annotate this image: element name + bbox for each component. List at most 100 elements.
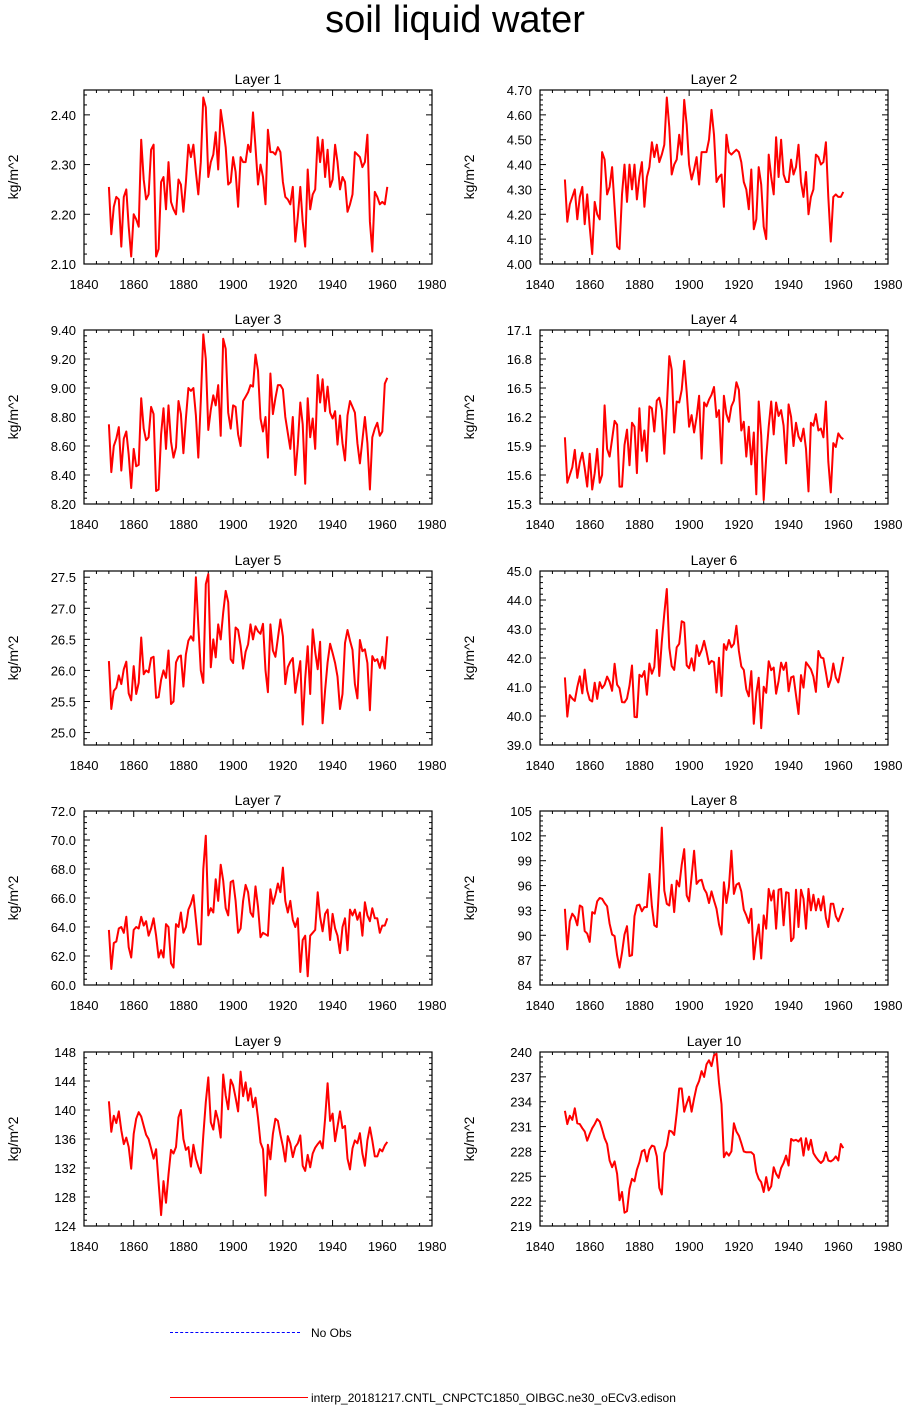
y-tick-label: 4.30 xyxy=(507,182,532,197)
y-tick-label: 8.20 xyxy=(51,497,76,512)
chart-title: Layer 9 xyxy=(235,1033,282,1049)
x-tick-label: 1980 xyxy=(874,517,903,532)
plot-frame xyxy=(539,1051,889,1227)
chart-title: Layer 6 xyxy=(691,552,738,568)
y-tick-label: 231 xyxy=(510,1120,532,1135)
x-tick-label: 1900 xyxy=(219,517,248,532)
y-axis-label: kg/m^2 xyxy=(5,635,21,680)
y-tick-label: 9.00 xyxy=(51,381,76,396)
x-tick-label: 1920 xyxy=(268,758,297,773)
y-tick-label: 42.0 xyxy=(507,651,532,666)
x-tick-label: 1960 xyxy=(824,758,853,773)
y-tick-label: 15.3 xyxy=(507,497,532,512)
y-tick-label: 27.5 xyxy=(51,570,76,585)
chart-panel-3: Layer 3 kg/m^2 1840 1860 1880 1900 1920 1940 196… xyxy=(5,311,446,532)
x-tick-label: 1980 xyxy=(874,277,903,292)
y-tick-label: 41.0 xyxy=(507,680,532,695)
x-tick-label: 1980 xyxy=(418,277,447,292)
x-tick-label: 1920 xyxy=(268,1239,297,1254)
x-tick-label: 1920 xyxy=(268,517,297,532)
x-tick-label: 1940 xyxy=(774,998,803,1013)
x-tick-label: 1920 xyxy=(724,517,753,532)
chart-panel-4: Layer 4 kg/m^2 1840 1860 1880 1900 1920 1940 196… xyxy=(461,311,902,532)
y-tick-label: 16.8 xyxy=(507,352,532,367)
y-tick-label: 8.60 xyxy=(51,439,76,454)
y-tick-label: 99 xyxy=(518,854,532,869)
chart-panel-8: Layer 8 kg/m^2 1840 1860 1880 1900 1920 1940 196… xyxy=(461,792,902,1013)
y-tick-label: 16.5 xyxy=(507,381,532,396)
y-tick-label: 93 xyxy=(518,903,532,918)
legend-obs-line xyxy=(170,1332,300,1333)
x-tick-label: 1940 xyxy=(774,758,803,773)
legend: No Obs interp_20181217.CNTL_CNPCTC1850_O… xyxy=(0,1310,910,1406)
x-tick-label: 1840 xyxy=(70,998,99,1013)
y-tick-label: 228 xyxy=(510,1144,532,1159)
series-line-model xyxy=(563,1052,845,1214)
y-tick-label: 105 xyxy=(510,804,532,819)
y-tick-label: 237 xyxy=(510,1070,532,1085)
y-tick-label: 128 xyxy=(54,1190,76,1205)
y-tick-label: 144 xyxy=(54,1074,76,1089)
y-tick-label: 2.20 xyxy=(51,207,76,222)
x-tick-label: 1880 xyxy=(169,1239,198,1254)
plot-frame xyxy=(539,329,889,505)
y-tick-label: 2.10 xyxy=(51,257,76,272)
chart-title: Layer 3 xyxy=(235,311,282,327)
chart-title: Layer 2 xyxy=(691,71,738,87)
y-tick-label: 8.40 xyxy=(51,468,76,483)
y-tick-label: 15.6 xyxy=(507,468,532,483)
x-tick-label: 1880 xyxy=(625,1239,654,1254)
plot-frame xyxy=(539,570,889,746)
chart-panel-7: Layer 7 kg/m^2 1840 1860 1880 1900 1920 1940 196… xyxy=(5,792,446,1013)
x-tick-label: 1940 xyxy=(318,517,347,532)
chart-panel-5: Layer 5 kg/m^2 1840 1860 1880 1900 1920 1940 196… xyxy=(5,552,446,773)
plot-frame xyxy=(83,1051,433,1227)
y-tick-label: 4.20 xyxy=(507,207,532,222)
y-tick-label: 102 xyxy=(510,829,532,844)
series-line-model xyxy=(107,834,389,978)
series-line-model xyxy=(107,1070,389,1217)
x-tick-label: 1980 xyxy=(418,517,447,532)
chart-title: Layer 10 xyxy=(687,1033,742,1049)
x-tick-label: 1880 xyxy=(625,277,654,292)
y-tick-label: 2.40 xyxy=(51,108,76,123)
series-line-model xyxy=(107,96,389,258)
x-tick-label: 1860 xyxy=(575,277,604,292)
plot-frame xyxy=(83,89,433,265)
y-tick-label: 66.0 xyxy=(51,891,76,906)
x-tick-label: 1840 xyxy=(70,1239,99,1254)
x-tick-label: 1900 xyxy=(675,517,704,532)
chart-panel-10: Layer 10 kg/m^2 1840 1860 1880 1900 1920 1940 19… xyxy=(461,1033,902,1254)
x-tick-label: 1980 xyxy=(874,998,903,1013)
x-tick-label: 1880 xyxy=(169,277,198,292)
x-tick-label: 1900 xyxy=(219,1239,248,1254)
y-tick-label: 4.40 xyxy=(507,158,532,173)
y-tick-label: 219 xyxy=(510,1219,532,1234)
series-line-model xyxy=(107,573,389,726)
legend-model-line xyxy=(170,1397,308,1398)
x-tick-label: 1920 xyxy=(268,277,297,292)
x-tick-label: 1920 xyxy=(724,277,753,292)
y-tick-label: 84 xyxy=(518,978,532,993)
x-tick-label: 1940 xyxy=(774,1239,803,1254)
x-tick-label: 1880 xyxy=(169,758,198,773)
y-tick-label: 15.9 xyxy=(507,439,532,454)
x-tick-label: 1920 xyxy=(724,998,753,1013)
x-tick-label: 1960 xyxy=(824,1239,853,1254)
chart-title: Layer 4 xyxy=(691,311,738,327)
x-tick-label: 1840 xyxy=(526,517,555,532)
x-tick-label: 1920 xyxy=(268,998,297,1013)
series-line-model xyxy=(563,826,845,969)
y-tick-label: 2.30 xyxy=(51,158,76,173)
y-tick-label: 17.1 xyxy=(507,323,532,338)
series-line-model xyxy=(563,96,845,256)
x-tick-label: 1880 xyxy=(625,758,654,773)
plot-frame xyxy=(539,89,889,265)
series-line-model xyxy=(563,355,844,502)
y-tick-label: 72.0 xyxy=(51,804,76,819)
y-axis-label: kg/m^2 xyxy=(5,875,21,920)
x-tick-label: 1960 xyxy=(368,517,397,532)
x-tick-label: 1980 xyxy=(874,1239,903,1254)
x-tick-label: 1860 xyxy=(575,758,604,773)
x-tick-label: 1900 xyxy=(219,758,248,773)
